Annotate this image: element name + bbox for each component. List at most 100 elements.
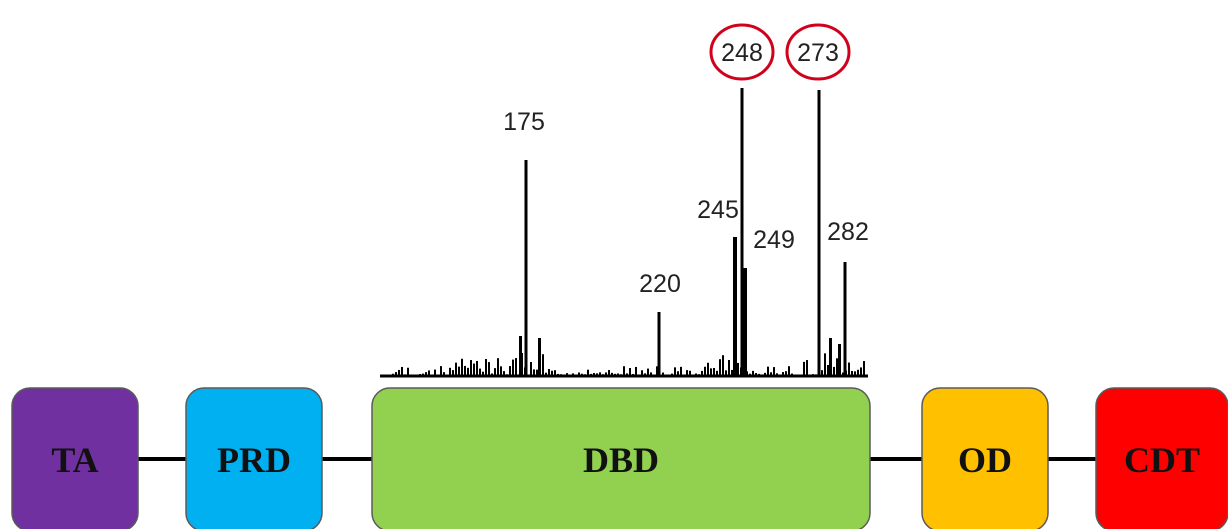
background-bar (803, 361, 805, 376)
background-bar (503, 371, 505, 376)
hotspot-label: 245 (697, 196, 739, 224)
domain-od-label: OD (958, 440, 1012, 480)
background-bar (392, 373, 394, 376)
background-bar (455, 362, 457, 376)
background-bar (467, 367, 469, 376)
background-bar (833, 366, 835, 376)
background-bar (722, 355, 724, 376)
background-bar (650, 372, 652, 376)
background-bar (641, 370, 643, 376)
background-bar (464, 365, 466, 376)
background-bar (713, 367, 715, 376)
background-bar (656, 366, 658, 376)
background-bar (566, 373, 568, 376)
background-bar (689, 370, 691, 376)
hotspot-highlight-circle (785, 23, 851, 81)
background-bar (536, 369, 538, 376)
background-bar (629, 367, 631, 376)
background-bar (519, 336, 522, 376)
background-bar (425, 372, 427, 376)
background-bar (497, 358, 499, 376)
domain-dbd: DBD (371, 387, 871, 529)
background-bar (596, 373, 598, 376)
background-bar (857, 369, 859, 376)
background-bar (476, 360, 478, 376)
hotspot-bar (740, 88, 744, 376)
domain-od-box (921, 387, 1049, 529)
background-bar (401, 366, 403, 376)
background-bar (434, 369, 436, 376)
hotspot-248: 248 (709, 23, 775, 376)
domain-dbd-label: DBD (583, 440, 659, 480)
hotspot-bar (843, 262, 847, 376)
background-bar (395, 372, 397, 376)
hotspot-highlight-circle (709, 23, 775, 81)
background-bar (488, 362, 490, 376)
background-bar (623, 366, 625, 376)
background-bar (644, 373, 646, 376)
background-bar (572, 373, 574, 376)
background-bar (398, 369, 400, 376)
background-bar (701, 370, 703, 376)
background-bar (554, 370, 556, 376)
background-bar (512, 359, 514, 376)
background-bar (731, 369, 733, 376)
background-bar (704, 366, 706, 376)
background-bar (758, 373, 760, 376)
background-bar (428, 370, 430, 376)
background-bar (530, 362, 532, 376)
hotspot-175: 175 (503, 108, 545, 376)
background-bar (829, 338, 832, 376)
background-bar (422, 373, 424, 376)
background-bar (662, 372, 664, 376)
background-bar (719, 359, 721, 376)
domain-cdt-box (1095, 387, 1228, 529)
background-bar (635, 366, 637, 376)
background-bar (458, 366, 460, 376)
hotspot-bar (733, 237, 737, 376)
background-bar (542, 354, 544, 376)
background-bar (788, 366, 790, 376)
domain-cdt-label: CDT (1124, 440, 1200, 480)
hotspot-label: 175 (503, 108, 545, 136)
domain-prd: PRD (185, 387, 323, 529)
background-bar (590, 373, 592, 376)
hotspot-245: 245 (697, 196, 739, 376)
background-bar (791, 373, 793, 376)
background-bar (737, 362, 739, 376)
domain-prd-box (185, 387, 323, 529)
background-bar (470, 360, 472, 376)
background-bar (842, 372, 844, 376)
background-bar (560, 374, 562, 376)
background-bar (851, 370, 853, 376)
background-bar (671, 373, 673, 376)
hotspot-label: 249 (753, 226, 795, 254)
background-bar (785, 371, 787, 376)
background-bar (611, 372, 613, 376)
background-bar (608, 370, 610, 376)
background-bar (761, 374, 763, 376)
background-bar (545, 372, 547, 376)
background-bar (584, 374, 586, 376)
background-bar (806, 360, 808, 376)
background-bar (860, 367, 862, 376)
background-bar (812, 374, 814, 376)
domain-prd-label: PRD (217, 440, 291, 480)
background-bar (443, 372, 445, 376)
background-bar (674, 367, 676, 376)
background-bar (773, 367, 775, 376)
background-bar (815, 374, 817, 376)
background-bar (440, 366, 442, 376)
hotspot-282: 282 (827, 218, 869, 376)
background-bar (838, 344, 841, 376)
background-bar (620, 374, 622, 376)
background-bar (821, 370, 823, 376)
background-mutation-bars (392, 334, 865, 376)
background-bar (404, 374, 406, 376)
hotspot-bar (657, 312, 661, 376)
mutation-frequency-histogram: 175 220 245 248 249 273 282 (380, 23, 869, 378)
background-bar (782, 372, 784, 376)
background-bar (605, 372, 607, 376)
background-bar (491, 373, 493, 376)
